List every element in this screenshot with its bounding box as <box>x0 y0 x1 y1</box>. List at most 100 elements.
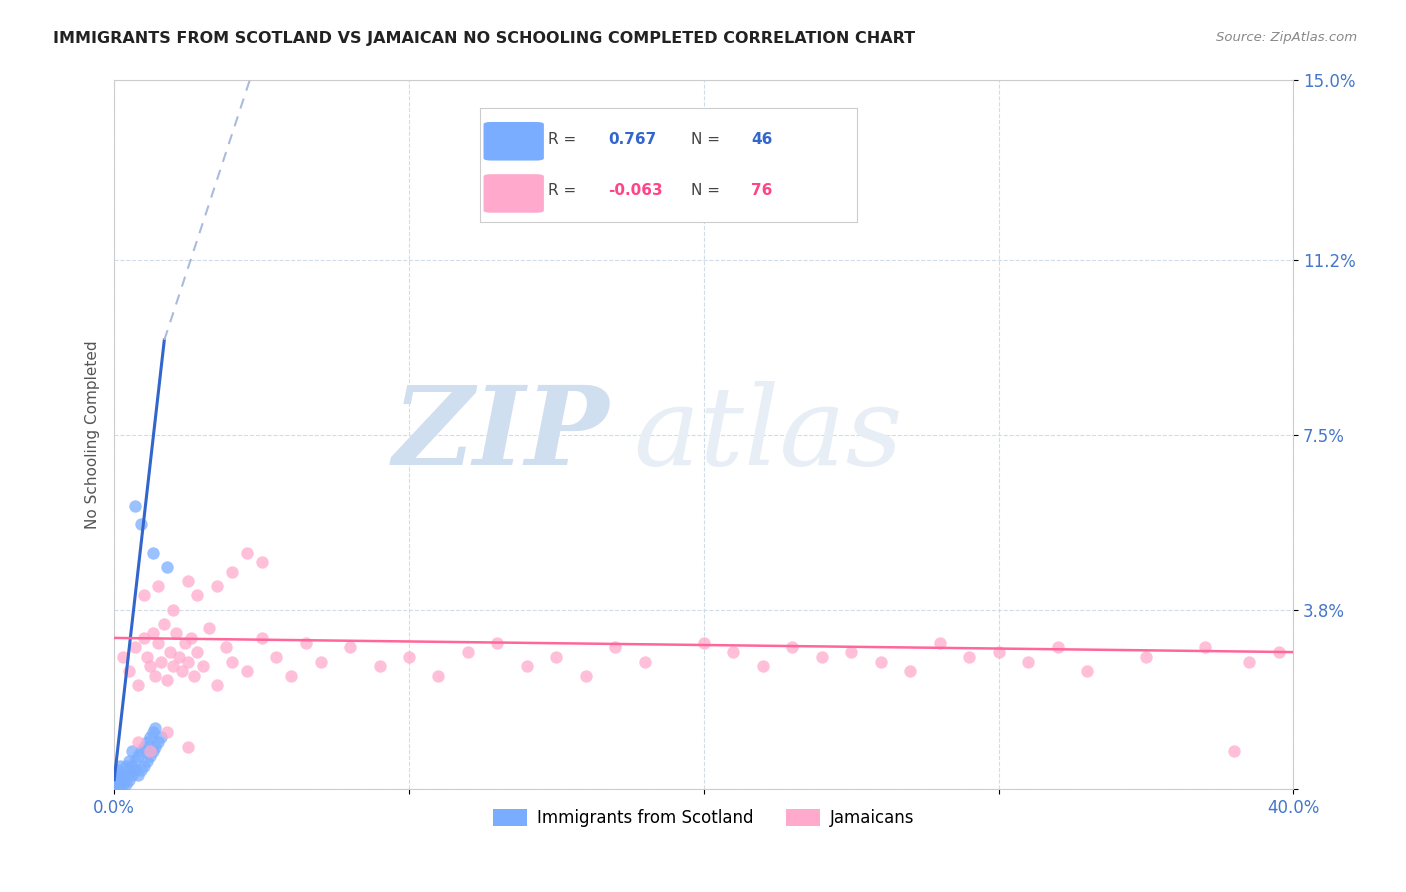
Point <box>124 640 146 655</box>
Point <box>112 777 135 791</box>
Point <box>127 678 149 692</box>
Point <box>177 574 200 589</box>
Point <box>129 517 152 532</box>
Point <box>170 664 193 678</box>
Point <box>928 635 950 649</box>
Point <box>723 645 745 659</box>
Point <box>105 779 128 793</box>
Point <box>112 772 135 787</box>
Point <box>1267 645 1289 659</box>
Point <box>180 631 202 645</box>
Point <box>280 669 302 683</box>
Point <box>148 635 170 649</box>
Point <box>266 649 288 664</box>
Point <box>207 678 229 692</box>
Point <box>869 655 891 669</box>
Point <box>236 546 259 560</box>
Point <box>150 730 173 744</box>
Point <box>186 588 208 602</box>
Point <box>221 655 243 669</box>
Point <box>141 546 163 560</box>
Point <box>115 758 138 772</box>
Point <box>105 764 128 778</box>
Point <box>132 631 155 645</box>
Point <box>115 777 138 791</box>
Point <box>150 655 173 669</box>
Point <box>118 764 141 778</box>
Point <box>135 649 157 664</box>
Point <box>110 775 132 789</box>
Point <box>124 754 146 768</box>
Point <box>957 649 980 664</box>
Point <box>132 758 155 772</box>
Point <box>124 764 146 778</box>
Point <box>138 659 160 673</box>
Point <box>751 659 773 673</box>
Point <box>129 744 152 758</box>
Point <box>898 664 921 678</box>
Point <box>156 725 179 739</box>
Point <box>575 669 598 683</box>
Point <box>115 768 138 782</box>
Point <box>138 744 160 758</box>
Point <box>138 749 160 764</box>
Point <box>121 758 143 772</box>
Point <box>108 777 131 791</box>
Point <box>141 725 163 739</box>
Point <box>693 635 716 649</box>
Point <box>1237 655 1260 669</box>
Point <box>250 631 273 645</box>
Point <box>221 565 243 579</box>
Point <box>135 754 157 768</box>
Text: IMMIGRANTS FROM SCOTLAND VS JAMAICAN NO SCHOOLING COMPLETED CORRELATION CHART: IMMIGRANTS FROM SCOTLAND VS JAMAICAN NO … <box>53 31 915 46</box>
Point <box>121 744 143 758</box>
Point <box>295 635 318 649</box>
Point <box>162 659 184 673</box>
Point <box>104 775 127 789</box>
Point <box>108 758 131 772</box>
Point <box>129 764 152 778</box>
Point <box>112 768 135 782</box>
Point <box>183 669 205 683</box>
Point <box>118 772 141 787</box>
Point <box>165 626 187 640</box>
Point <box>127 749 149 764</box>
Point <box>132 739 155 754</box>
Legend: Immigrants from Scotland, Jamaicans: Immigrants from Scotland, Jamaicans <box>486 803 921 834</box>
Point <box>839 645 862 659</box>
Point <box>156 673 179 688</box>
Text: atlas: atlas <box>633 381 903 488</box>
Point <box>457 645 479 659</box>
Point <box>186 645 208 659</box>
Point <box>191 659 214 673</box>
Point <box>1076 664 1098 678</box>
Point <box>108 768 131 782</box>
Point <box>127 735 149 749</box>
Point <box>215 640 238 655</box>
Point <box>780 640 803 655</box>
Point <box>207 579 229 593</box>
Point <box>167 649 190 664</box>
Point <box>148 735 170 749</box>
Point <box>145 669 167 683</box>
Point <box>810 649 832 664</box>
Point <box>486 635 509 649</box>
Point <box>1135 649 1157 664</box>
Point <box>118 754 141 768</box>
Point <box>132 588 155 602</box>
Point <box>162 602 184 616</box>
Point <box>1223 744 1246 758</box>
Point <box>124 499 146 513</box>
Point <box>1017 655 1039 669</box>
Point <box>135 735 157 749</box>
Point <box>141 744 163 758</box>
Point <box>156 560 179 574</box>
Point <box>368 659 391 673</box>
Point <box>546 649 568 664</box>
Point <box>1194 640 1216 655</box>
Point <box>634 655 657 669</box>
Point <box>104 780 127 794</box>
Point <box>141 626 163 640</box>
Point <box>105 777 128 791</box>
Point <box>148 579 170 593</box>
